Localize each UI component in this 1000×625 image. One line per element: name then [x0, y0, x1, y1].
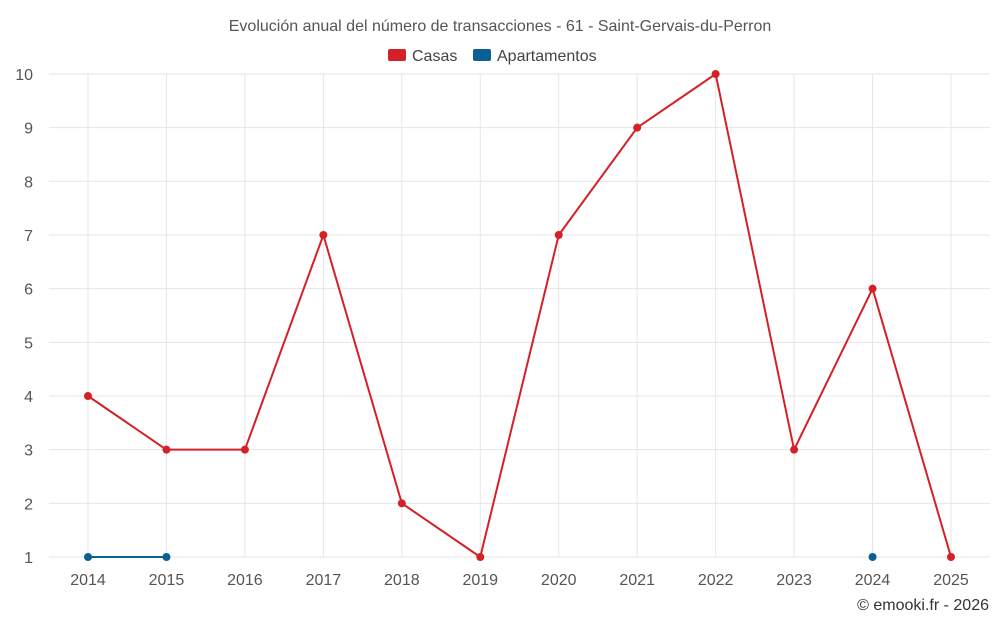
data-point-casas[interactable]	[397, 499, 406, 508]
series-line-casas	[87, 73, 952, 558]
y-tick-label: 3	[24, 443, 33, 460]
y-tick-label: 5	[24, 335, 33, 352]
y-tick-label: 8	[24, 174, 33, 191]
legend-label-apartamentos: Apartamentos	[497, 48, 597, 65]
data-point-casas[interactable]	[554, 231, 563, 239]
data-point-casas[interactable]	[84, 392, 92, 400]
data-point-casas[interactable]	[633, 123, 642, 132]
legend: Casas Apartamentos	[388, 48, 597, 65]
data-point-casas[interactable]	[319, 231, 328, 239]
legend-item-casas[interactable]: Casas	[388, 48, 457, 65]
y-tick-label: 10	[15, 67, 33, 84]
x-tick-label: 2015	[149, 572, 185, 589]
x-tick-label: 2022	[698, 572, 734, 589]
x-tick-label: 2024	[855, 572, 891, 589]
x-tick-label: 2023	[776, 572, 812, 589]
data-point-casas[interactable]	[790, 445, 799, 454]
legend-item-apartamentos[interactable]: Apartamentos	[473, 48, 597, 65]
grid	[49, 73, 990, 558]
data-point-apartamentos[interactable]	[162, 553, 171, 561]
x-tick-label: 2019	[462, 572, 498, 589]
x-tick-label: 2014	[70, 572, 106, 589]
series-layer	[84, 70, 955, 561]
data-point-casas[interactable]	[868, 284, 877, 293]
data-point-casas[interactable]	[162, 445, 171, 454]
axes: 1 2 3 4 5 6 7 8 9 10 2014 2015 2016 2017 2018 2019 2020 2…	[15, 67, 969, 589]
legend-swatch-apartamentos	[473, 49, 491, 61]
legend-label-casas: Casas	[412, 48, 457, 65]
legend-swatch-casas	[388, 49, 406, 61]
data-point-casas[interactable]	[947, 553, 955, 561]
y-tick-label: 2	[24, 496, 33, 513]
series-apartamentos	[84, 553, 877, 561]
y-tick-label: 7	[24, 228, 33, 245]
data-point-apartamentos[interactable]	[84, 553, 92, 561]
x-tick-label: 2016	[227, 572, 263, 589]
credit-text: © emooki.fr - 2026	[857, 597, 989, 614]
data-point-apartamentos[interactable]	[868, 553, 877, 561]
x-tick-label: 2025	[933, 572, 969, 589]
data-point-casas[interactable]	[711, 70, 720, 78]
x-tick-label: 2021	[619, 572, 655, 589]
data-point-casas[interactable]	[240, 445, 249, 454]
x-tick-label: 2020	[541, 572, 577, 589]
chart-title: Evolución anual del número de transaccio…	[229, 18, 772, 35]
x-tick-label: 2017	[306, 572, 342, 589]
series-casas	[84, 70, 955, 561]
y-tick-label: 4	[24, 389, 33, 406]
y-tick-label: 6	[24, 282, 33, 299]
data-point-casas[interactable]	[476, 553, 485, 561]
x-tick-label: 2018	[384, 572, 420, 589]
y-tick-label: 1	[24, 550, 33, 567]
y-tick-label: 9	[24, 121, 33, 138]
